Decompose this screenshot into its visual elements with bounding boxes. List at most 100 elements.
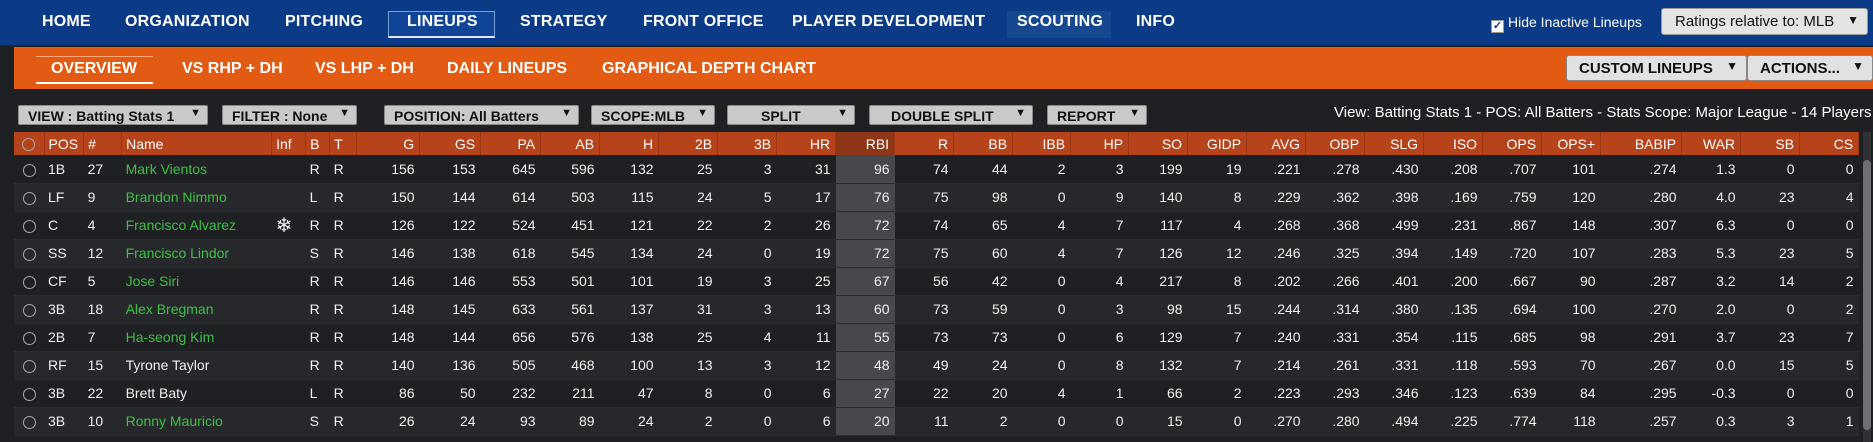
col-header-cs[interactable]: CS (1799, 132, 1860, 155)
player-name-link[interactable]: Ronny Mauricio (121, 407, 272, 436)
table-row[interactable]: LF 9 Brandon Nimmo L R 150 144 614 503 115 24 5 17 76… (14, 183, 1859, 212)
col-header-h[interactable]: H (599, 132, 660, 155)
table-row[interactable]: CF 5 Jose Siri R R 146 146 553 501 101 19 3 25 67 56 42… (14, 267, 1859, 296)
player-name-link[interactable]: Brett Baty (121, 379, 272, 408)
col-header-bb[interactable]: BB (953, 132, 1014, 155)
subnav-vs-rhp[interactable]: VS RHP + DH (182, 60, 283, 77)
nav-home[interactable]: HOME (42, 13, 91, 30)
nav-strategy[interactable]: STRATEGY (520, 13, 608, 30)
select-all-radio[interactable] (14, 132, 45, 155)
player-name-link[interactable]: Jose Siri (121, 267, 272, 296)
row-select-radio[interactable] (14, 239, 44, 268)
row-select-radio[interactable] (14, 379, 44, 408)
checkbox-check-icon[interactable]: ✓ (1491, 20, 1504, 33)
col-header-war[interactable]: WAR (1681, 132, 1742, 155)
radio-icon[interactable] (22, 247, 36, 261)
col-header-2b[interactable]: 2B (658, 132, 719, 155)
scrollbar-thumb[interactable] (1863, 160, 1871, 430)
row-select-radio[interactable] (14, 351, 44, 380)
col-header-inf[interactable]: Inf (271, 132, 307, 155)
nav-info[interactable]: INFO (1136, 13, 1176, 30)
col-header-number[interactable]: # (83, 132, 123, 155)
row-select-radio[interactable] (14, 211, 44, 240)
col-header-3b[interactable]: 3B (717, 132, 778, 155)
table-row[interactable]: C 4 Francisco Alvarez ❄ R R 126 122 524 451 121 22 2… (14, 211, 1859, 240)
table-row[interactable]: 2B 7 Ha-seong Kim R R 148 144 656 576 138 25 4 11 55 7… (14, 323, 1859, 352)
table-row[interactable]: RF 15 Tyrone Taylor R R 140 136 505 468 100 13 3 12 4… (14, 351, 1859, 380)
nav-organization[interactable]: ORGANIZATION (125, 13, 250, 30)
radio-icon[interactable] (22, 191, 36, 205)
table-row[interactable]: 3B 10 Ronny Mauricio S R 26 24 93 89 24 2 0 6 20 11 2 0 0… (14, 407, 1859, 436)
col-header-gidp[interactable]: GIDP (1187, 132, 1248, 155)
col-header-throws[interactable]: T (329, 132, 358, 155)
row-select-radio[interactable] (14, 155, 44, 184)
hide-inactive-checkbox[interactable]: ✓ Hide Inactive Lineups (1491, 14, 1642, 33)
radio-icon[interactable] (22, 331, 36, 345)
col-header-iso[interactable]: ISO (1423, 132, 1484, 155)
row-select-radio[interactable] (14, 267, 44, 296)
col-header-name[interactable]: Name (121, 132, 273, 155)
row-select-radio[interactable] (14, 183, 44, 212)
split-dropdown[interactable]: SPLIT ▼ (727, 105, 855, 125)
col-header-gs[interactable]: GS (419, 132, 482, 155)
player-name-link[interactable]: Brandon Nimmo (121, 183, 272, 212)
col-header-pos[interactable]: POS (44, 132, 85, 155)
report-dropdown[interactable]: REPORT ▼ (1047, 105, 1147, 125)
radio-icon[interactable] (22, 275, 36, 289)
col-header-ops[interactable]: OPS (1482, 132, 1543, 155)
radio-icon[interactable] (22, 415, 36, 429)
nav-lineups[interactable]: LINEUPS (407, 13, 478, 30)
radio-icon[interactable] (22, 359, 36, 373)
col-header-hp[interactable]: HP (1070, 132, 1130, 155)
col-header-babip[interactable]: BABIP (1600, 132, 1683, 155)
radio-icon[interactable] (22, 303, 36, 317)
subnav-vs-lhp[interactable]: VS LHP + DH (315, 60, 414, 77)
actions-button[interactable]: ACTIONS... ▼ (1747, 55, 1873, 81)
radio-icon[interactable] (22, 163, 36, 177)
table-row[interactable]: 1B 27 Mark Vientos R R 156 153 645 596 132 25 3 31 96… (14, 155, 1859, 184)
ratings-relative-dropdown[interactable]: Ratings relative to: MLB ▼ (1661, 8, 1868, 35)
radio-icon[interactable] (22, 138, 36, 152)
col-header-slg[interactable]: SLG (1364, 132, 1425, 155)
col-header-ops-plus[interactable]: OPS+ (1541, 132, 1602, 155)
col-header-obp[interactable]: OBP (1305, 132, 1366, 155)
row-select-radio[interactable] (14, 295, 44, 324)
col-header-pa[interactable]: PA (480, 132, 542, 155)
col-header-r[interactable]: R (894, 132, 955, 155)
col-header-sb[interactable]: SB (1740, 132, 1801, 155)
filter-dropdown[interactable]: FILTER : None ▼ (222, 105, 357, 125)
col-header-ibb[interactable]: IBB (1012, 132, 1072, 155)
player-name-link[interactable]: Mark Vientos (121, 155, 272, 184)
row-select-radio[interactable] (14, 323, 44, 352)
view-dropdown[interactable]: VIEW : Batting Stats 1 ▼ (18, 105, 208, 125)
radio-icon[interactable] (22, 219, 36, 233)
nav-pitching[interactable]: PITCHING (285, 13, 364, 30)
subnav-graphical-depth-chart[interactable]: GRAPHICAL DEPTH CHART (602, 60, 816, 77)
col-header-ab[interactable]: AB (540, 132, 601, 155)
player-name-link[interactable]: Tyrone Taylor (121, 351, 272, 380)
scope-dropdown[interactable]: SCOPE:MLB ▼ (591, 105, 715, 125)
nav-player-development[interactable]: PLAYER DEVELOPMENT (792, 13, 986, 30)
radio-icon[interactable] (22, 387, 36, 401)
col-header-so[interactable]: SO (1128, 132, 1189, 155)
col-header-avg[interactable]: AVG (1246, 132, 1307, 155)
subnav-daily-lineups[interactable]: DAILY LINEUPS (447, 60, 568, 77)
double-split-dropdown[interactable]: DOUBLE SPLIT ▼ (869, 105, 1033, 125)
custom-lineups-button[interactable]: CUSTOM LINEUPS ▼ (1566, 55, 1747, 81)
nav-front-office[interactable]: FRONT OFFICE (643, 13, 764, 30)
table-row[interactable]: 3B 22 Brett Baty L R 86 50 232 211 47 8 0 6 27 22 20 4 1 6… (14, 379, 1859, 408)
col-header-bats[interactable]: B (305, 132, 331, 155)
subnav-overview[interactable]: OVERVIEW (51, 60, 137, 77)
col-header-g[interactable]: G (356, 132, 421, 155)
player-name-link[interactable]: Francisco Lindor (121, 239, 272, 268)
table-row[interactable]: SS 12 Francisco Lindor S R 146 138 618 545 134 24 0… (14, 239, 1859, 268)
nav-scouting[interactable]: SCOUTING (1017, 13, 1104, 30)
player-name-link[interactable]: Francisco Alvarez (121, 211, 272, 240)
row-select-radio[interactable] (14, 407, 44, 436)
player-name-link[interactable]: Ha-seong Kim (121, 323, 272, 352)
col-header-hr[interactable]: HR (776, 132, 837, 155)
player-name-link[interactable]: Alex Bregman (121, 295, 272, 324)
table-row[interactable]: 3B 18 Alex Bregman R R 148 145 633 561 137 31 3 13 60… (14, 295, 1859, 324)
col-header-rbi[interactable]: RBI (835, 132, 896, 155)
position-dropdown[interactable]: POSITION: All Batters ▼ (384, 105, 579, 125)
